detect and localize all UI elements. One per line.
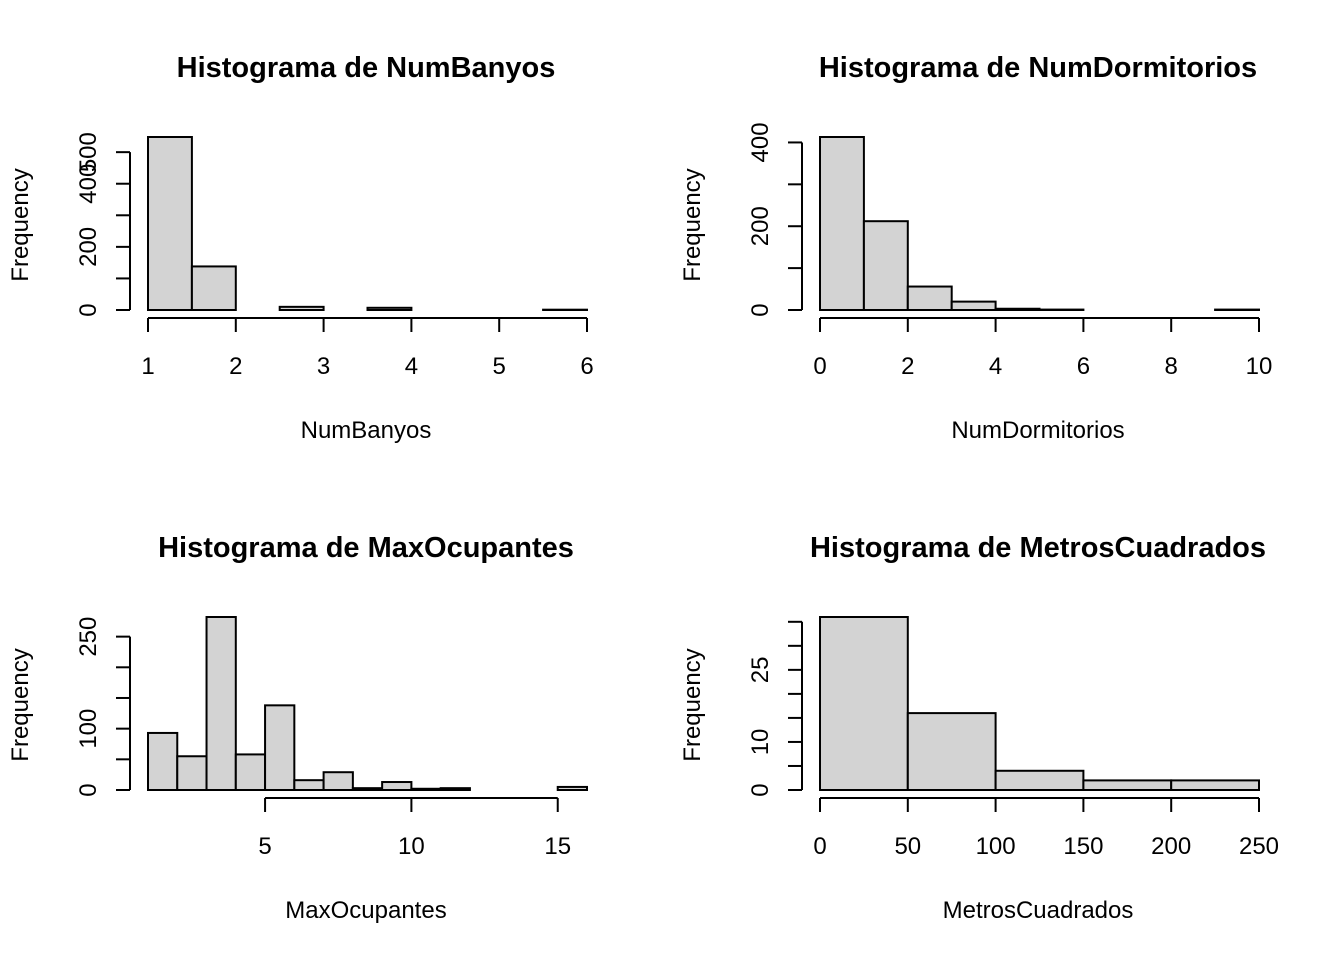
- x-tick-label: 4: [989, 353, 1002, 380]
- y-tick-label: 400: [747, 122, 774, 162]
- x-tick-label: 3: [317, 353, 330, 380]
- x-axis-label: MetrosCuadrados: [943, 897, 1134, 924]
- y-tick-label: 200: [747, 206, 774, 246]
- y-axis-label: Frequency: [7, 648, 34, 761]
- x-axis-label: NumBanyos: [301, 417, 432, 444]
- histogram-bar: [950, 300, 997, 312]
- x-tick-label: 200: [1151, 833, 1191, 860]
- x-tick-label: 2: [229, 353, 242, 380]
- x-tick-label: 0: [813, 353, 826, 380]
- y-tick-label: 25: [747, 657, 774, 684]
- x-tick-label: 1: [141, 353, 154, 380]
- y-tick-label: 10: [747, 729, 774, 756]
- histogram-bar: [906, 285, 953, 311]
- y-tick-label: 100: [75, 709, 102, 749]
- x-tick-label: 8: [1165, 353, 1178, 380]
- x-tick-label: 5: [493, 353, 506, 380]
- chart-title: Histograma de NumDormitorios: [819, 52, 1257, 84]
- histogram-bar: [264, 704, 296, 792]
- x-tick-label: 4: [405, 353, 418, 380]
- x-tick-label: 6: [1077, 353, 1090, 380]
- histogram-bar: [147, 731, 179, 792]
- histogram-bar: [862, 220, 909, 311]
- y-tick-label: 500: [75, 132, 102, 172]
- y-tick-label: 200: [75, 227, 102, 267]
- x-tick-label: 0: [813, 833, 826, 860]
- y-tick-label: 0: [75, 303, 102, 316]
- x-tick-label: 15: [544, 833, 571, 860]
- y-tick-label: 0: [747, 303, 774, 316]
- x-tick-label: 2: [901, 353, 914, 380]
- histogram-bar: [278, 305, 325, 312]
- x-axis-label: MaxOcupantes: [285, 897, 446, 924]
- y-tick-label: 0: [747, 783, 774, 796]
- y-tick-label: 0: [75, 783, 102, 796]
- chart-title: Histograma de NumBanyos: [177, 52, 556, 84]
- histogram-bar: [366, 306, 413, 312]
- histogram-bar: [293, 779, 325, 791]
- histogram-panel-1: Histograma de NumBanyos 1 2 3 4 5 6 NumBanyos 0 2…: [7, 52, 594, 444]
- histogram-bar: [147, 136, 193, 311]
- x-axis-label: NumDormitorios: [951, 417, 1124, 444]
- y-axis-label: Frequency: [7, 168, 34, 281]
- histogram-panel-3: Histograma de MaxOcupantes 5 10 15 MaxOcupan…: [7, 532, 589, 924]
- y-tick-label: 400: [75, 164, 102, 204]
- histogram-bar: [234, 753, 267, 792]
- histogram-bar: [439, 787, 471, 791]
- histogram-bar: [351, 787, 384, 791]
- histogram-bar: [556, 785, 589, 791]
- histogram-bar: [322, 771, 354, 792]
- histogram-bar: [819, 136, 865, 311]
- chart-title: Histograma de MaxOcupantes: [158, 532, 574, 564]
- x-tick-label: 150: [1063, 833, 1103, 860]
- histogram-bar: [176, 755, 208, 791]
- x-tick-label: 5: [258, 833, 271, 860]
- histogram-bar: [1082, 779, 1173, 792]
- x-tick-label: 10: [1246, 353, 1273, 380]
- chart-title: Histograma de MetrosCuadrados: [810, 532, 1266, 564]
- histogram-bar: [994, 769, 1085, 791]
- histogram-panel-2: Histograma de NumDormitorios 0 2 4 6 8 10 NumDo…: [679, 52, 1272, 444]
- y-axis-label: Frequency: [679, 168, 706, 281]
- x-tick-label: 250: [1239, 833, 1279, 860]
- x-tick-label: 10: [398, 833, 425, 860]
- y-axis-label: Frequency: [679, 648, 706, 761]
- histogram-bar: [410, 787, 442, 792]
- histogram-bar: [1170, 779, 1260, 792]
- histogram-bar: [205, 616, 237, 791]
- x-tick-label: 50: [894, 833, 921, 860]
- x-tick-label: 6: [580, 353, 593, 380]
- y-tick-label: 250: [75, 617, 102, 657]
- histogram-bar: [994, 307, 1041, 312]
- histogram-bar: [819, 616, 909, 791]
- histogram-bar: [381, 781, 413, 792]
- histogram-bar: [906, 712, 997, 791]
- histogram-bar: [190, 265, 237, 311]
- x-tick-label: 100: [976, 833, 1016, 860]
